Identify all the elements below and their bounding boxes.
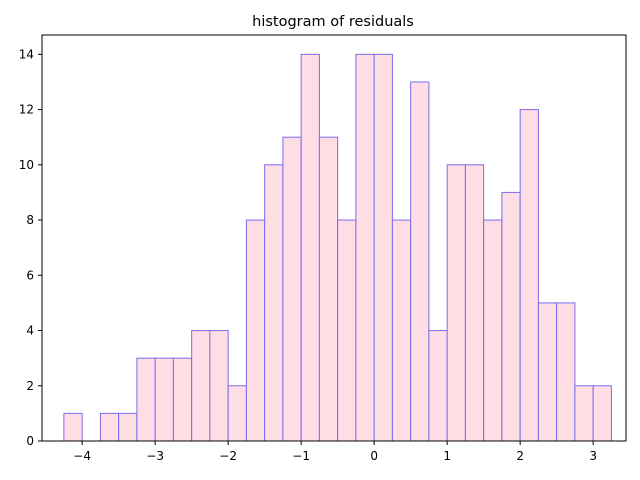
y-axis: 0 2 4 6 8 10 12 14 (19, 47, 42, 448)
histogram-bar (191, 330, 211, 442)
bars-group (63, 53, 612, 442)
y-tick-label: 6 (26, 268, 34, 282)
histogram-bar (337, 219, 357, 442)
histogram-bar (300, 53, 320, 442)
histogram-bar (99, 412, 120, 442)
histogram-bar (464, 164, 485, 442)
x-tick-label: 1 (443, 449, 451, 463)
y-tick-label: 2 (26, 379, 34, 393)
histogram-bar (446, 164, 466, 442)
histogram-bar (519, 109, 539, 442)
histogram-bar (318, 136, 339, 442)
histogram-bar (483, 219, 503, 442)
x-tick-label: −1 (292, 449, 310, 463)
histogram-bar (264, 164, 284, 442)
histogram-bar (245, 219, 266, 442)
plot-frame (41, 34, 627, 442)
x-tick-label: 0 (370, 449, 378, 463)
x-tick-label: −3 (146, 449, 164, 463)
x-tick-label: −2 (219, 449, 237, 463)
x-tick-label: 3 (589, 449, 597, 463)
histogram-bar (537, 302, 558, 442)
y-tick-label: 12 (19, 103, 34, 117)
histogram-bar (592, 385, 612, 442)
histogram-bar (556, 302, 576, 442)
histogram-bar (501, 191, 521, 442)
histogram-bar (391, 219, 412, 442)
histogram-bar (136, 357, 156, 442)
chart-title: histogram of residuals (252, 14, 414, 30)
histogram-bar (282, 136, 302, 442)
x-tick-label: −4 (73, 449, 91, 463)
histogram-bar (574, 385, 594, 442)
y-tick-label: 0 (26, 434, 34, 448)
y-tick-label: 10 (19, 158, 34, 172)
histogram-bar (428, 330, 448, 442)
histogram-bar (410, 81, 430, 442)
x-tick-label: 2 (516, 449, 524, 463)
histogram-bar (63, 412, 83, 442)
histogram-bar (355, 53, 375, 442)
histogram-bar (172, 357, 193, 442)
y-tick-label: 8 (26, 213, 34, 227)
histogram-bar (227, 385, 247, 442)
y-tick-label: 4 (26, 324, 34, 338)
histogram-bar (209, 330, 229, 442)
histogram-bar (154, 357, 174, 442)
y-tick-label: 14 (19, 47, 34, 61)
histogram-bar (373, 53, 393, 442)
x-axis: −4 −3 −2 −1 0 1 2 3 (73, 441, 597, 463)
histogram-bar (118, 412, 138, 442)
